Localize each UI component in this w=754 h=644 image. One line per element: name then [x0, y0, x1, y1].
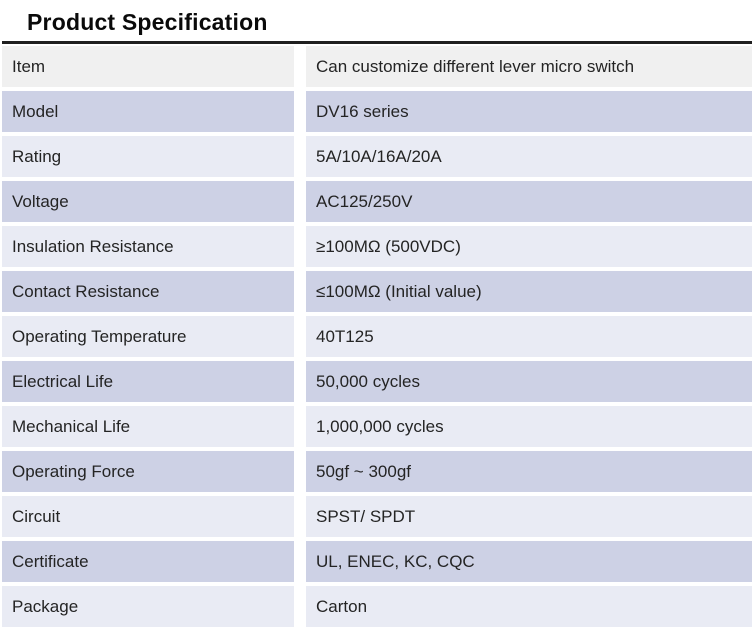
spec-row-label: Package: [2, 586, 294, 627]
spec-row-label: Certificate: [2, 541, 294, 582]
table-row: Operating Temperature 40T125: [2, 316, 752, 357]
spec-row-value: 50,000 cycles: [306, 361, 752, 402]
spec-row-label: Item: [2, 46, 294, 87]
table-row: Mechanical Life 1,000,000 cycles: [2, 406, 752, 447]
spec-row-value: AC125/250V: [306, 181, 752, 222]
spec-row-value: ≤100MΩ (Initial value): [306, 271, 752, 312]
table-row: Circuit SPST/ SPDT: [2, 496, 752, 537]
spec-row-label: Model: [2, 91, 294, 132]
spec-row-value: DV16 series: [306, 91, 752, 132]
table-row: Model DV16 series: [2, 91, 752, 132]
spec-row-value: UL, ENEC, KC, CQC: [306, 541, 752, 582]
spec-row-value: Can customize different lever micro swit…: [306, 46, 752, 87]
table-row: Rating 5A/10A/16A/20A: [2, 136, 752, 177]
spec-row-label: Circuit: [2, 496, 294, 537]
spec-row-label: Contact Resistance: [2, 271, 294, 312]
spec-row-label: Mechanical Life: [2, 406, 294, 447]
table-row: Certificate UL, ENEC, KC, CQC: [2, 541, 752, 582]
page-title: Product Specification: [27, 9, 268, 35]
spec-row-label: Operating Temperature: [2, 316, 294, 357]
table-row: Insulation Resistance ≥100MΩ (500VDC): [2, 226, 752, 267]
spec-row-value: 50gf ~ 300gf: [306, 451, 752, 492]
table-row: Electrical Life 50,000 cycles: [2, 361, 752, 402]
spec-row-value: ≥100MΩ (500VDC): [306, 226, 752, 267]
spec-row-value: 5A/10A/16A/20A: [306, 136, 752, 177]
spec-row-label: Rating: [2, 136, 294, 177]
table-row: Voltage AC125/250V: [2, 181, 752, 222]
spec-row-value: Carton: [306, 586, 752, 627]
table-row: Operating Force 50gf ~ 300gf: [2, 451, 752, 492]
spec-row-label: Operating Force: [2, 451, 294, 492]
spec-row-value: 1,000,000 cycles: [306, 406, 752, 447]
spec-row-value: 40T125: [306, 316, 752, 357]
spec-row-label: Voltage: [2, 181, 294, 222]
table-row: Item Can customize different lever micro…: [2, 46, 752, 87]
spec-row-value: SPST/ SPDT: [306, 496, 752, 537]
spec-row-label: Insulation Resistance: [2, 226, 294, 267]
spec-table: Item Can customize different lever micro…: [2, 41, 752, 627]
spec-row-label: Electrical Life: [2, 361, 294, 402]
table-row: Package Carton: [2, 586, 752, 627]
table-row: Contact Resistance ≤100MΩ (Initial value…: [2, 271, 752, 312]
